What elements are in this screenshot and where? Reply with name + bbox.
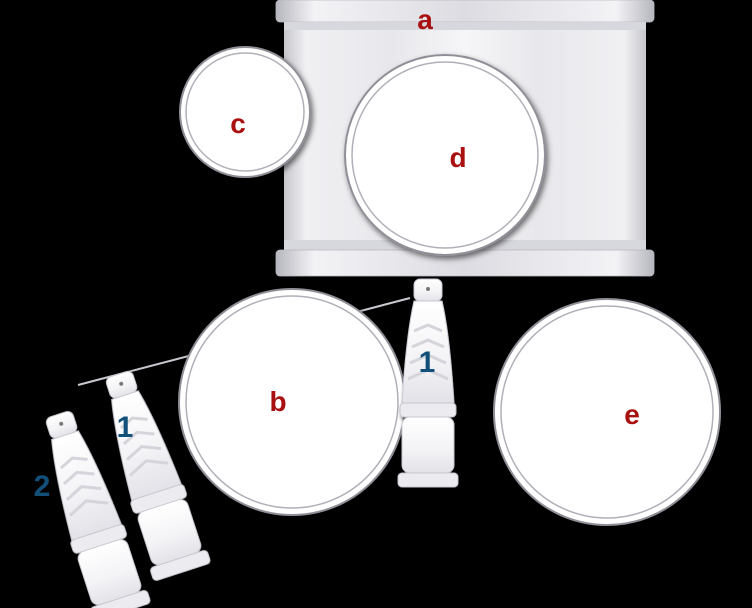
drum-c [180, 47, 310, 177]
diagram-svg [0, 0, 752, 608]
drum-d [345, 55, 545, 255]
drum-b [179, 289, 405, 515]
diagram-stage: a c d b e 1 1 2 [0, 0, 752, 608]
drum-e [494, 299, 720, 525]
pedal-right-single [398, 279, 458, 487]
